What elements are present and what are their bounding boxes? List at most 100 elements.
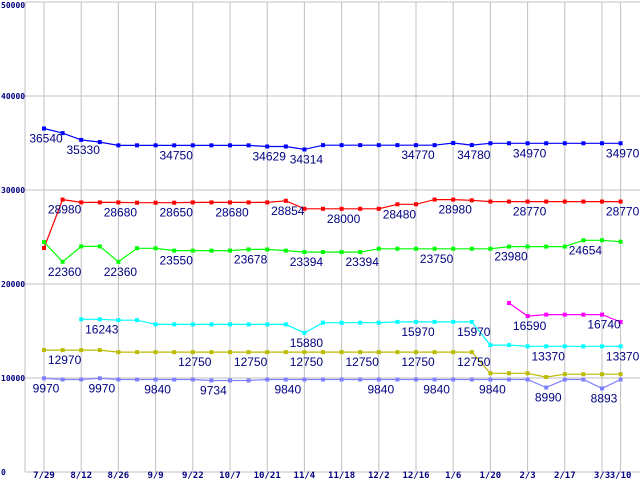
data-point (321, 250, 325, 255)
data-point (414, 377, 418, 382)
data-point (321, 377, 325, 382)
data-label: 28854 (271, 204, 305, 218)
data-point (525, 314, 530, 319)
series-lavender (42, 376, 623, 391)
series-line-lavender (43, 377, 621, 390)
series-blue (42, 126, 623, 152)
data-point (376, 377, 381, 382)
data-point (265, 322, 270, 327)
series-green (42, 238, 623, 264)
y-axis-ticks: 0 10000 20000 30000 40000 50000 (1, 1, 25, 477)
data-point (42, 348, 46, 353)
data-point (562, 244, 567, 249)
data-point (544, 244, 549, 249)
data-point (228, 200, 232, 205)
data-point (376, 206, 381, 211)
y-tick-label: 50000 (1, 1, 25, 10)
data-point (153, 143, 158, 148)
data-point (116, 200, 121, 205)
data-point (395, 246, 400, 251)
data-point (228, 350, 232, 355)
data-labels: 36540 35330 34750 34629 34314 34770 34780 34970… (29, 132, 639, 406)
data-label: 15880 (290, 336, 324, 350)
data-point (376, 320, 381, 325)
data-label: 35330 (67, 143, 101, 157)
data-point (618, 344, 623, 349)
data-point (562, 312, 567, 317)
data-point (600, 141, 604, 146)
data-point (581, 344, 586, 349)
data-point (544, 199, 549, 204)
data-point (283, 144, 288, 149)
data-label: 12970 (48, 353, 82, 367)
data-point (246, 378, 251, 383)
data-point (302, 206, 307, 211)
x-tick-label: 8/26 (108, 471, 130, 480)
data-point (209, 200, 214, 205)
data-point (339, 250, 344, 255)
data-label: 23678 (234, 252, 268, 266)
data-point (135, 246, 139, 251)
data-point (488, 141, 493, 146)
x-tick-label: 8/12 (70, 471, 92, 480)
data-point (469, 246, 474, 251)
data-point (283, 322, 288, 327)
data-point (339, 320, 344, 325)
data-point (283, 377, 288, 382)
data-point (414, 350, 418, 355)
data-point (172, 200, 177, 205)
data-point (209, 143, 214, 148)
data-label: 9970 (88, 381, 115, 395)
data-point (581, 141, 586, 146)
data-point (302, 377, 307, 382)
data-point (283, 248, 288, 253)
data-point (135, 318, 139, 323)
data-point (246, 350, 251, 355)
data-point (507, 244, 511, 249)
data-point (469, 198, 474, 203)
data-point (525, 244, 530, 249)
data-point (60, 377, 65, 382)
data-point (451, 319, 456, 324)
data-point (600, 386, 604, 391)
data-point (488, 377, 493, 382)
data-point (600, 344, 604, 349)
data-point (525, 377, 530, 382)
data-point (79, 137, 84, 142)
x-tick-label: 3/10 (610, 471, 632, 480)
data-label: 23394 (290, 255, 324, 269)
data-point (265, 247, 270, 252)
data-point (135, 200, 139, 205)
data-label: 13370 (532, 349, 566, 363)
data-label: 24654 (569, 243, 603, 257)
data-point (265, 377, 270, 382)
data-label: 16590 (513, 319, 547, 333)
data-point (376, 143, 381, 148)
data-point (618, 239, 623, 244)
data-point (525, 371, 530, 376)
data-label: 34314 (290, 152, 324, 166)
data-point (544, 312, 549, 317)
data-label: 9840 (144, 383, 171, 397)
data-point (246, 143, 251, 148)
data-point (507, 343, 511, 348)
data-point (507, 199, 511, 204)
data-point (321, 350, 325, 355)
data-point (79, 348, 84, 353)
data-point (432, 377, 437, 382)
data-label: 13370 (606, 349, 640, 363)
data-point (544, 385, 549, 390)
data-point (172, 248, 177, 253)
data-point (42, 245, 46, 250)
data-point (432, 319, 437, 324)
series-cyan (79, 317, 623, 349)
data-point (190, 350, 195, 355)
series-line-red (43, 198, 621, 249)
series-line-cyan (81, 318, 621, 347)
data-point (153, 322, 158, 327)
data-point (79, 244, 84, 249)
data-label: 12750 (401, 355, 435, 369)
x-tick-label: 11/4 (294, 471, 316, 480)
data-point (209, 378, 214, 383)
x-tick-label: 1/6 (445, 471, 461, 480)
